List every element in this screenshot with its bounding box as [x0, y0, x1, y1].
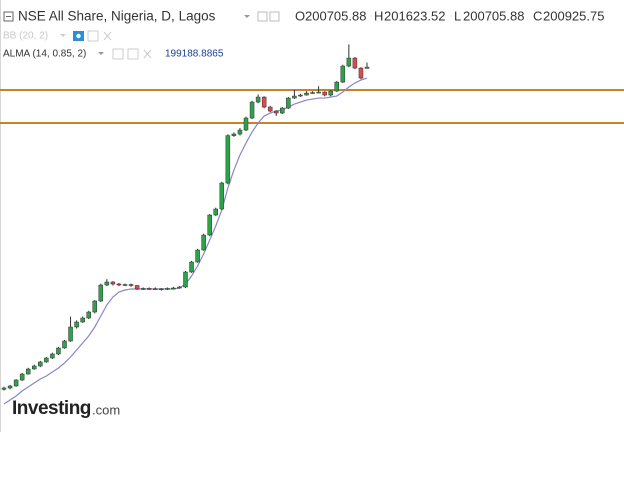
- candle-body: [171, 287, 176, 290]
- candle-body: [219, 182, 225, 210]
- candle-body: [140, 288, 146, 290]
- candle-body: [189, 261, 194, 273]
- candle-body: [153, 288, 158, 290]
- candle-body: [38, 361, 43, 367]
- candle-body: [358, 67, 364, 79]
- candle-body: [62, 340, 67, 349]
- candle-body: [340, 65, 346, 83]
- candle-body: [201, 234, 206, 251]
- candle-body: [286, 97, 291, 109]
- candle-body: [104, 281, 110, 286]
- settings-icon[interactable]: [127, 48, 139, 60]
- candle-body: [116, 283, 122, 286]
- candle-body: [92, 300, 97, 313]
- candle-body: [7, 385, 13, 389]
- ohlc-label: C: [533, 8, 542, 23]
- candle-body: [364, 66, 370, 69]
- watermark: Investing: [12, 398, 91, 419]
- candle-body: [146, 288, 152, 290]
- candle-body: [267, 106, 273, 112]
- candle-body: [165, 288, 170, 290]
- candle-body: [80, 317, 85, 323]
- candle-body: [195, 249, 200, 263]
- candle-body: [19, 373, 25, 381]
- candle-body: [128, 284, 134, 286]
- dropdown-arrow[interactable]: [244, 15, 250, 18]
- candle-body: [207, 214, 212, 236]
- candle-body: [274, 110, 279, 114]
- candle-body: [352, 57, 358, 69]
- candle-body: [86, 311, 91, 319]
- ohlc-value: 200705.88: [463, 8, 524, 23]
- settings-icon[interactable]: [87, 30, 99, 42]
- candle-body: [334, 81, 339, 92]
- eye-icon[interactable]: [257, 11, 268, 22]
- settings-icon[interactable]: [269, 11, 280, 22]
- candle-body: [13, 379, 19, 387]
- candle-body: [32, 365, 37, 370]
- ohlc-label: O: [295, 8, 305, 23]
- close-icon[interactable]: [143, 49, 152, 59]
- ohlc-label: H: [374, 8, 383, 23]
- indicator-name: BB (20, 2): [3, 31, 48, 42]
- candle-body: [134, 285, 140, 290]
- candle-body: [74, 321, 79, 328]
- candle-body: [25, 368, 31, 375]
- dropdown-arrow[interactable]: [60, 34, 66, 37]
- candle-body: [56, 347, 61, 355]
- candle-body: [50, 353, 55, 359]
- candle-body: [243, 117, 249, 131]
- indicator-name: ALMA (14, 0.85, 2): [3, 49, 86, 60]
- candle-body: [346, 57, 352, 67]
- candle-body: [328, 90, 333, 96]
- candle-body: [316, 91, 321, 94]
- candle-body: [122, 284, 128, 286]
- candle-body: [159, 288, 164, 290]
- candle-body: [110, 281, 116, 285]
- eye-icon-pupil: [76, 33, 81, 39]
- chart-title: NSE All Share, Nigeria, D, Lagos: [18, 9, 216, 24]
- candle-body: [177, 286, 182, 289]
- candle-body: [310, 92, 315, 94]
- collapse-icon[interactable]: [3, 11, 14, 22]
- candle-body: [237, 129, 243, 135]
- dropdown-arrow[interactable]: [98, 52, 104, 55]
- candle-body: [231, 133, 237, 136]
- ohlc-value: 200705.88: [305, 8, 366, 23]
- candle-body: [280, 107, 285, 114]
- watermark: .com: [92, 402, 120, 417]
- close-icon[interactable]: [103, 31, 112, 41]
- candle-body: [98, 284, 104, 302]
- candle-body: [292, 95, 297, 99]
- candle-body: [255, 96, 261, 103]
- eye-icon[interactable]: [112, 48, 124, 60]
- ohlc-label: L: [454, 8, 461, 23]
- candle-body: [304, 92, 309, 96]
- ohlc-value: 200925.75: [543, 8, 604, 23]
- candle-body: [44, 357, 49, 363]
- candle-body: [213, 208, 218, 216]
- candle-body: [261, 96, 267, 108]
- candle-body: [225, 135, 231, 184]
- candle-body: [322, 91, 327, 96]
- candle-body: [1, 387, 7, 390]
- candle-body: [183, 271, 188, 288]
- candle-body: [298, 94, 303, 97]
- ohlc-value: 201623.52: [384, 8, 445, 23]
- candle-body: [68, 326, 73, 342]
- plot-area: [0, 44, 624, 405]
- candle-body: [249, 101, 255, 119]
- indicator-value: 199188.8865: [165, 49, 224, 60]
